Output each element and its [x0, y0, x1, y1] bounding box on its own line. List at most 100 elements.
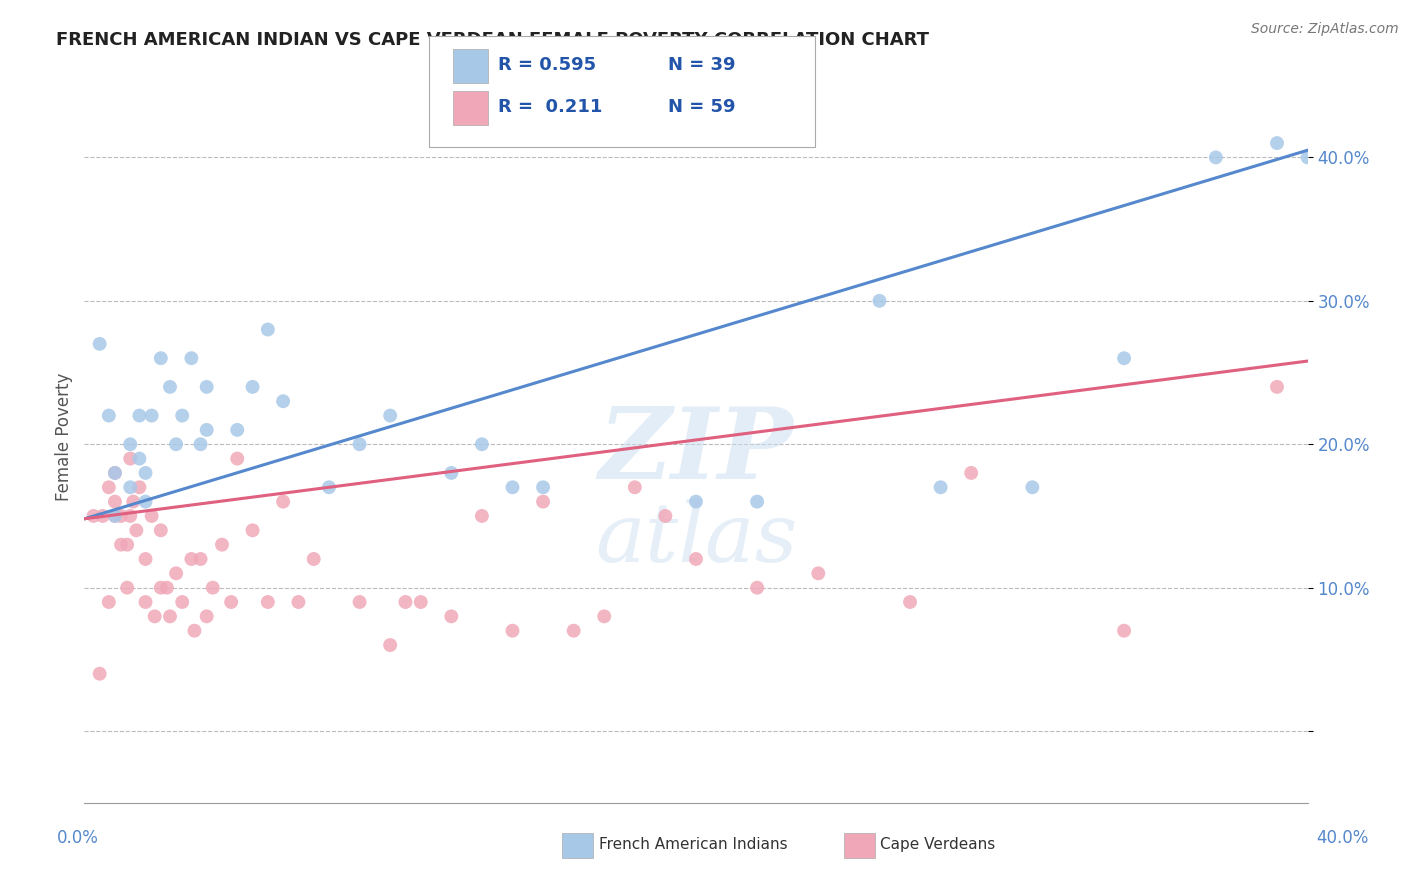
Point [172, 595, 194, 609]
Point [104, 466, 127, 480]
Point [135, 595, 157, 609]
Point [440, 466, 463, 480]
Point [898, 595, 921, 609]
Point [409, 595, 432, 609]
Point [471, 508, 494, 523]
Text: 0.0%: 0.0% [56, 829, 98, 847]
Point [807, 566, 830, 581]
Point [120, 451, 142, 466]
Point [135, 552, 157, 566]
Text: Source: ZipAtlas.com: Source: ZipAtlas.com [1251, 22, 1399, 37]
Text: FRENCH AMERICAN INDIAN VS CAPE VERDEAN FEMALE POVERTY CORRELATION CHART: FRENCH AMERICAN INDIAN VS CAPE VERDEAN F… [56, 31, 929, 49]
Point [115, 538, 138, 552]
Point [287, 595, 309, 609]
Point [128, 480, 150, 494]
Point [257, 595, 280, 609]
Text: 40.0%: 40.0% [1316, 829, 1369, 847]
Point [654, 508, 676, 523]
Point [104, 508, 127, 523]
Point [242, 380, 264, 394]
Point [97, 595, 120, 609]
Point [1265, 380, 1288, 394]
Point [1265, 136, 1288, 150]
Point [929, 480, 952, 494]
Point [149, 581, 172, 595]
Y-axis label: Female Poverty: Female Poverty [55, 373, 73, 501]
Point [242, 524, 264, 538]
Point [1205, 150, 1227, 164]
Text: R =  0.211: R = 0.211 [498, 98, 602, 116]
Point [104, 466, 127, 480]
Point [380, 409, 402, 423]
Text: atlas: atlas [595, 500, 797, 580]
Point [318, 480, 340, 494]
Point [143, 609, 166, 624]
Point [271, 394, 294, 409]
Point [271, 494, 294, 508]
Point [195, 423, 218, 437]
Point [195, 609, 218, 624]
Point [531, 480, 554, 494]
Point [502, 480, 524, 494]
Point [89, 336, 111, 351]
Point [156, 581, 179, 595]
Point [960, 466, 983, 480]
Point [226, 451, 249, 466]
Point [110, 508, 132, 523]
Point [141, 409, 163, 423]
Point [128, 451, 150, 466]
Point [471, 437, 494, 451]
Text: French American Indians: French American Indians [599, 838, 787, 852]
Point [1296, 150, 1319, 164]
Point [1021, 480, 1043, 494]
Point [97, 480, 120, 494]
Point [257, 322, 280, 336]
Point [165, 437, 187, 451]
Point [91, 508, 114, 523]
Point [685, 494, 707, 508]
Point [180, 552, 202, 566]
Point [747, 494, 769, 508]
Point [135, 494, 157, 508]
Point [502, 624, 524, 638]
Point [141, 508, 163, 523]
Point [190, 552, 212, 566]
Point [394, 595, 416, 609]
Text: N = 39: N = 39 [668, 56, 735, 74]
Point [135, 466, 157, 480]
Point [122, 494, 145, 508]
Point [195, 380, 218, 394]
Point [531, 494, 554, 508]
Text: N = 59: N = 59 [668, 98, 735, 116]
Point [104, 508, 127, 523]
Point [159, 609, 181, 624]
Point [180, 351, 202, 366]
Point [149, 351, 172, 366]
Point [747, 581, 769, 595]
Point [1114, 351, 1136, 366]
Point [128, 409, 150, 423]
Point [149, 524, 172, 538]
Point [125, 524, 148, 538]
Point [440, 609, 463, 624]
Point [211, 538, 233, 552]
Point [120, 508, 142, 523]
Point [110, 538, 132, 552]
Point [183, 624, 205, 638]
Point [120, 480, 142, 494]
Point [593, 609, 616, 624]
Text: ZIP: ZIP [599, 403, 793, 500]
Point [226, 423, 249, 437]
Point [1114, 624, 1136, 638]
Point [349, 595, 371, 609]
Point [685, 552, 707, 566]
Point [97, 409, 120, 423]
Point [380, 638, 402, 652]
Point [159, 380, 181, 394]
Point [172, 409, 194, 423]
Point [201, 581, 224, 595]
Text: R = 0.595: R = 0.595 [498, 56, 596, 74]
Point [562, 624, 585, 638]
Point [302, 552, 325, 566]
Point [869, 293, 891, 308]
